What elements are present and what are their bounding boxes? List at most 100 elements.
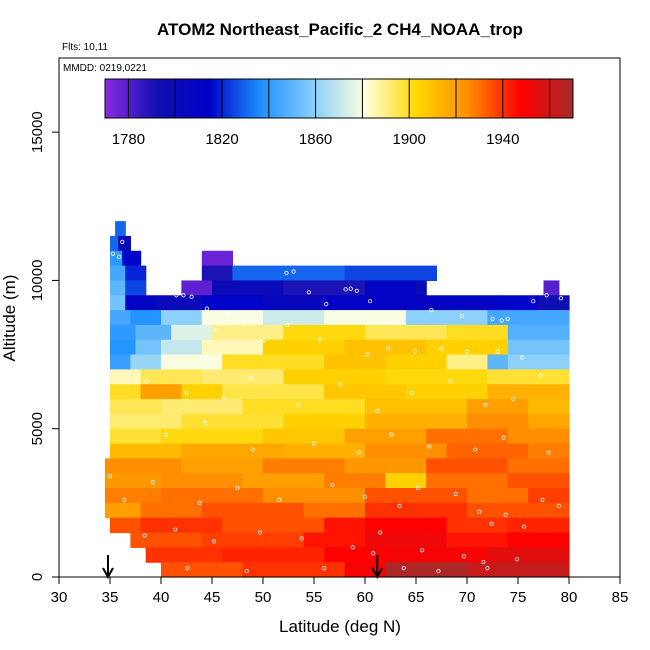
colorbar-tick-label: 1860 (299, 131, 332, 148)
observation-point (473, 447, 478, 452)
heatmap-cell (110, 235, 119, 252)
observation-point (322, 566, 327, 571)
heatmap-cell (161, 428, 264, 445)
heatmap-cell (263, 488, 366, 504)
heatmap-cell (130, 354, 162, 370)
observation-point (122, 497, 127, 502)
heatmap-cell (232, 265, 346, 282)
x-tick-label: 45 (204, 589, 221, 606)
observation-point (144, 379, 149, 384)
observation-point (409, 391, 415, 396)
heatmap-cell (110, 354, 131, 370)
observation-point (185, 566, 190, 571)
heatmap-cell (507, 428, 570, 445)
observation-point (401, 566, 406, 571)
observation-point (556, 503, 561, 508)
heatmap-cell (201, 265, 233, 282)
heatmap-cell (487, 547, 570, 563)
heatmap-cell (110, 265, 126, 282)
heatmap-cell (507, 324, 570, 341)
heatmap-cell (181, 384, 223, 400)
heatmap-cell (118, 235, 131, 252)
heatmap-cell (405, 384, 488, 400)
heatmap-cell (242, 399, 366, 415)
heatmap-cell (125, 295, 157, 311)
x-tick-label: 85 (612, 589, 629, 606)
heatmap-cell (365, 399, 468, 415)
heatmap-cell (135, 339, 162, 356)
heatmap-cell (283, 443, 366, 459)
observation-point (164, 432, 169, 437)
observation-point (244, 568, 249, 574)
observation-point (362, 494, 368, 500)
heatmap-cell (324, 310, 407, 326)
y-tick-label: 10000 (29, 260, 46, 302)
observation-point (558, 296, 563, 301)
observation-point (461, 554, 467, 559)
observation-point (427, 444, 432, 449)
heatmap-cell (528, 443, 570, 459)
heatmap-cell (365, 502, 468, 519)
y-axis: 0 5000 10000 15000 (29, 111, 59, 581)
y-tick-label: 5000 (29, 412, 46, 445)
heatmap-cells (104, 221, 570, 578)
colorbar-tick-label: 1940 (486, 131, 519, 148)
heatmap-cell (344, 265, 437, 282)
heatmap-cell (283, 369, 386, 385)
heatmap-cell (110, 310, 131, 326)
heatmap-cell (181, 443, 284, 459)
x-tick-label: 70 (459, 589, 476, 606)
heatmap-cell (140, 384, 182, 400)
heatmap-cell (283, 324, 366, 341)
x-tick-label: 50 (255, 589, 272, 606)
heatmap-cell (365, 443, 448, 459)
observation-point (510, 396, 516, 402)
heatmap-cell (161, 354, 223, 370)
heatmap-cell (385, 562, 468, 578)
heatmap-cell (222, 547, 325, 563)
x-tick-label: 60 (357, 589, 374, 606)
heatmap-cell (242, 562, 346, 578)
observation-point (393, 319, 398, 325)
heatmap-cell (467, 399, 529, 415)
heatmap-cell (324, 517, 366, 534)
observation-point (110, 251, 116, 256)
heatmap-cell (140, 517, 223, 534)
observation-point (107, 474, 113, 479)
observation-point (248, 376, 253, 381)
x-tick-label: 35 (102, 589, 119, 606)
colorbar-tick-label: 1820 (205, 131, 238, 148)
x-tick-label: 75 (510, 589, 527, 606)
observation-point (338, 382, 343, 387)
heatmap-cell (344, 562, 386, 578)
heatmap-cell (487, 384, 570, 400)
observation-point (503, 512, 508, 517)
heatmap-cell (263, 339, 346, 356)
heatmap-cell (528, 488, 570, 504)
heatmap-cell (283, 413, 366, 430)
heatmap-cell (110, 324, 137, 341)
heatmap-cell (130, 532, 203, 548)
observation-point (343, 287, 348, 292)
observation-point (477, 509, 482, 514)
observation-point (318, 337, 323, 342)
observation-point (311, 441, 317, 446)
heatmap-cell (201, 250, 233, 267)
observation-point (291, 269, 296, 274)
heatmap-cell (385, 354, 448, 370)
observation-point (189, 294, 194, 299)
observation-point (261, 337, 267, 342)
heatmap-cell (222, 517, 325, 534)
observation-point (142, 533, 147, 538)
observation-point (356, 450, 361, 455)
heatmap-cell (242, 473, 325, 489)
observation-point (499, 318, 504, 323)
observation-point (250, 447, 255, 452)
heatmap-cell (161, 310, 203, 326)
heatmap-cell (507, 354, 570, 370)
observation-point (436, 568, 441, 574)
observation-point (204, 306, 209, 311)
heatmap-cell (324, 384, 407, 400)
heatmap-cell (385, 547, 488, 563)
observation-point (505, 316, 510, 322)
